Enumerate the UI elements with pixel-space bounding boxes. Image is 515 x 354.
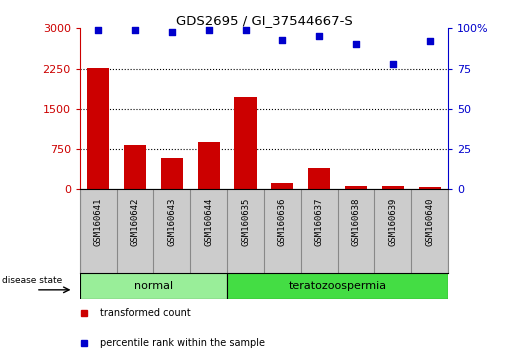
Text: GSM160643: GSM160643 xyxy=(167,198,176,246)
Point xyxy=(278,37,286,42)
Bar xyxy=(124,145,146,189)
Bar xyxy=(80,273,227,299)
Point xyxy=(242,27,250,33)
Text: GSM160641: GSM160641 xyxy=(94,198,102,246)
Text: normal: normal xyxy=(134,281,173,291)
Text: GSM160642: GSM160642 xyxy=(131,198,140,246)
Point xyxy=(204,27,213,33)
Bar xyxy=(227,273,448,299)
Text: teratozoospermia: teratozoospermia xyxy=(288,281,387,291)
Point xyxy=(352,42,360,47)
Text: GSM160637: GSM160637 xyxy=(315,198,323,246)
Text: GSM160640: GSM160640 xyxy=(425,198,434,246)
Bar xyxy=(87,68,109,189)
Bar xyxy=(382,186,404,189)
Title: GDS2695 / GI_37544667-S: GDS2695 / GI_37544667-S xyxy=(176,14,352,27)
Text: GSM160644: GSM160644 xyxy=(204,198,213,246)
Bar xyxy=(161,158,183,189)
Text: GSM160639: GSM160639 xyxy=(388,198,397,246)
Text: GSM160635: GSM160635 xyxy=(241,198,250,246)
Bar xyxy=(234,97,256,189)
Text: disease state: disease state xyxy=(2,275,62,285)
Bar xyxy=(198,142,220,189)
Point xyxy=(94,27,102,33)
Bar xyxy=(419,187,441,189)
Point xyxy=(315,34,323,39)
Text: GSM160638: GSM160638 xyxy=(352,198,360,246)
Point xyxy=(425,38,434,44)
Text: GSM160636: GSM160636 xyxy=(278,198,287,246)
Point xyxy=(131,27,139,33)
Text: percentile rank within the sample: percentile rank within the sample xyxy=(100,338,265,348)
Bar xyxy=(308,169,330,189)
Text: transformed count: transformed count xyxy=(100,308,191,318)
Bar xyxy=(345,187,367,189)
Point xyxy=(389,61,397,67)
Bar xyxy=(271,183,294,189)
Point xyxy=(168,29,176,34)
